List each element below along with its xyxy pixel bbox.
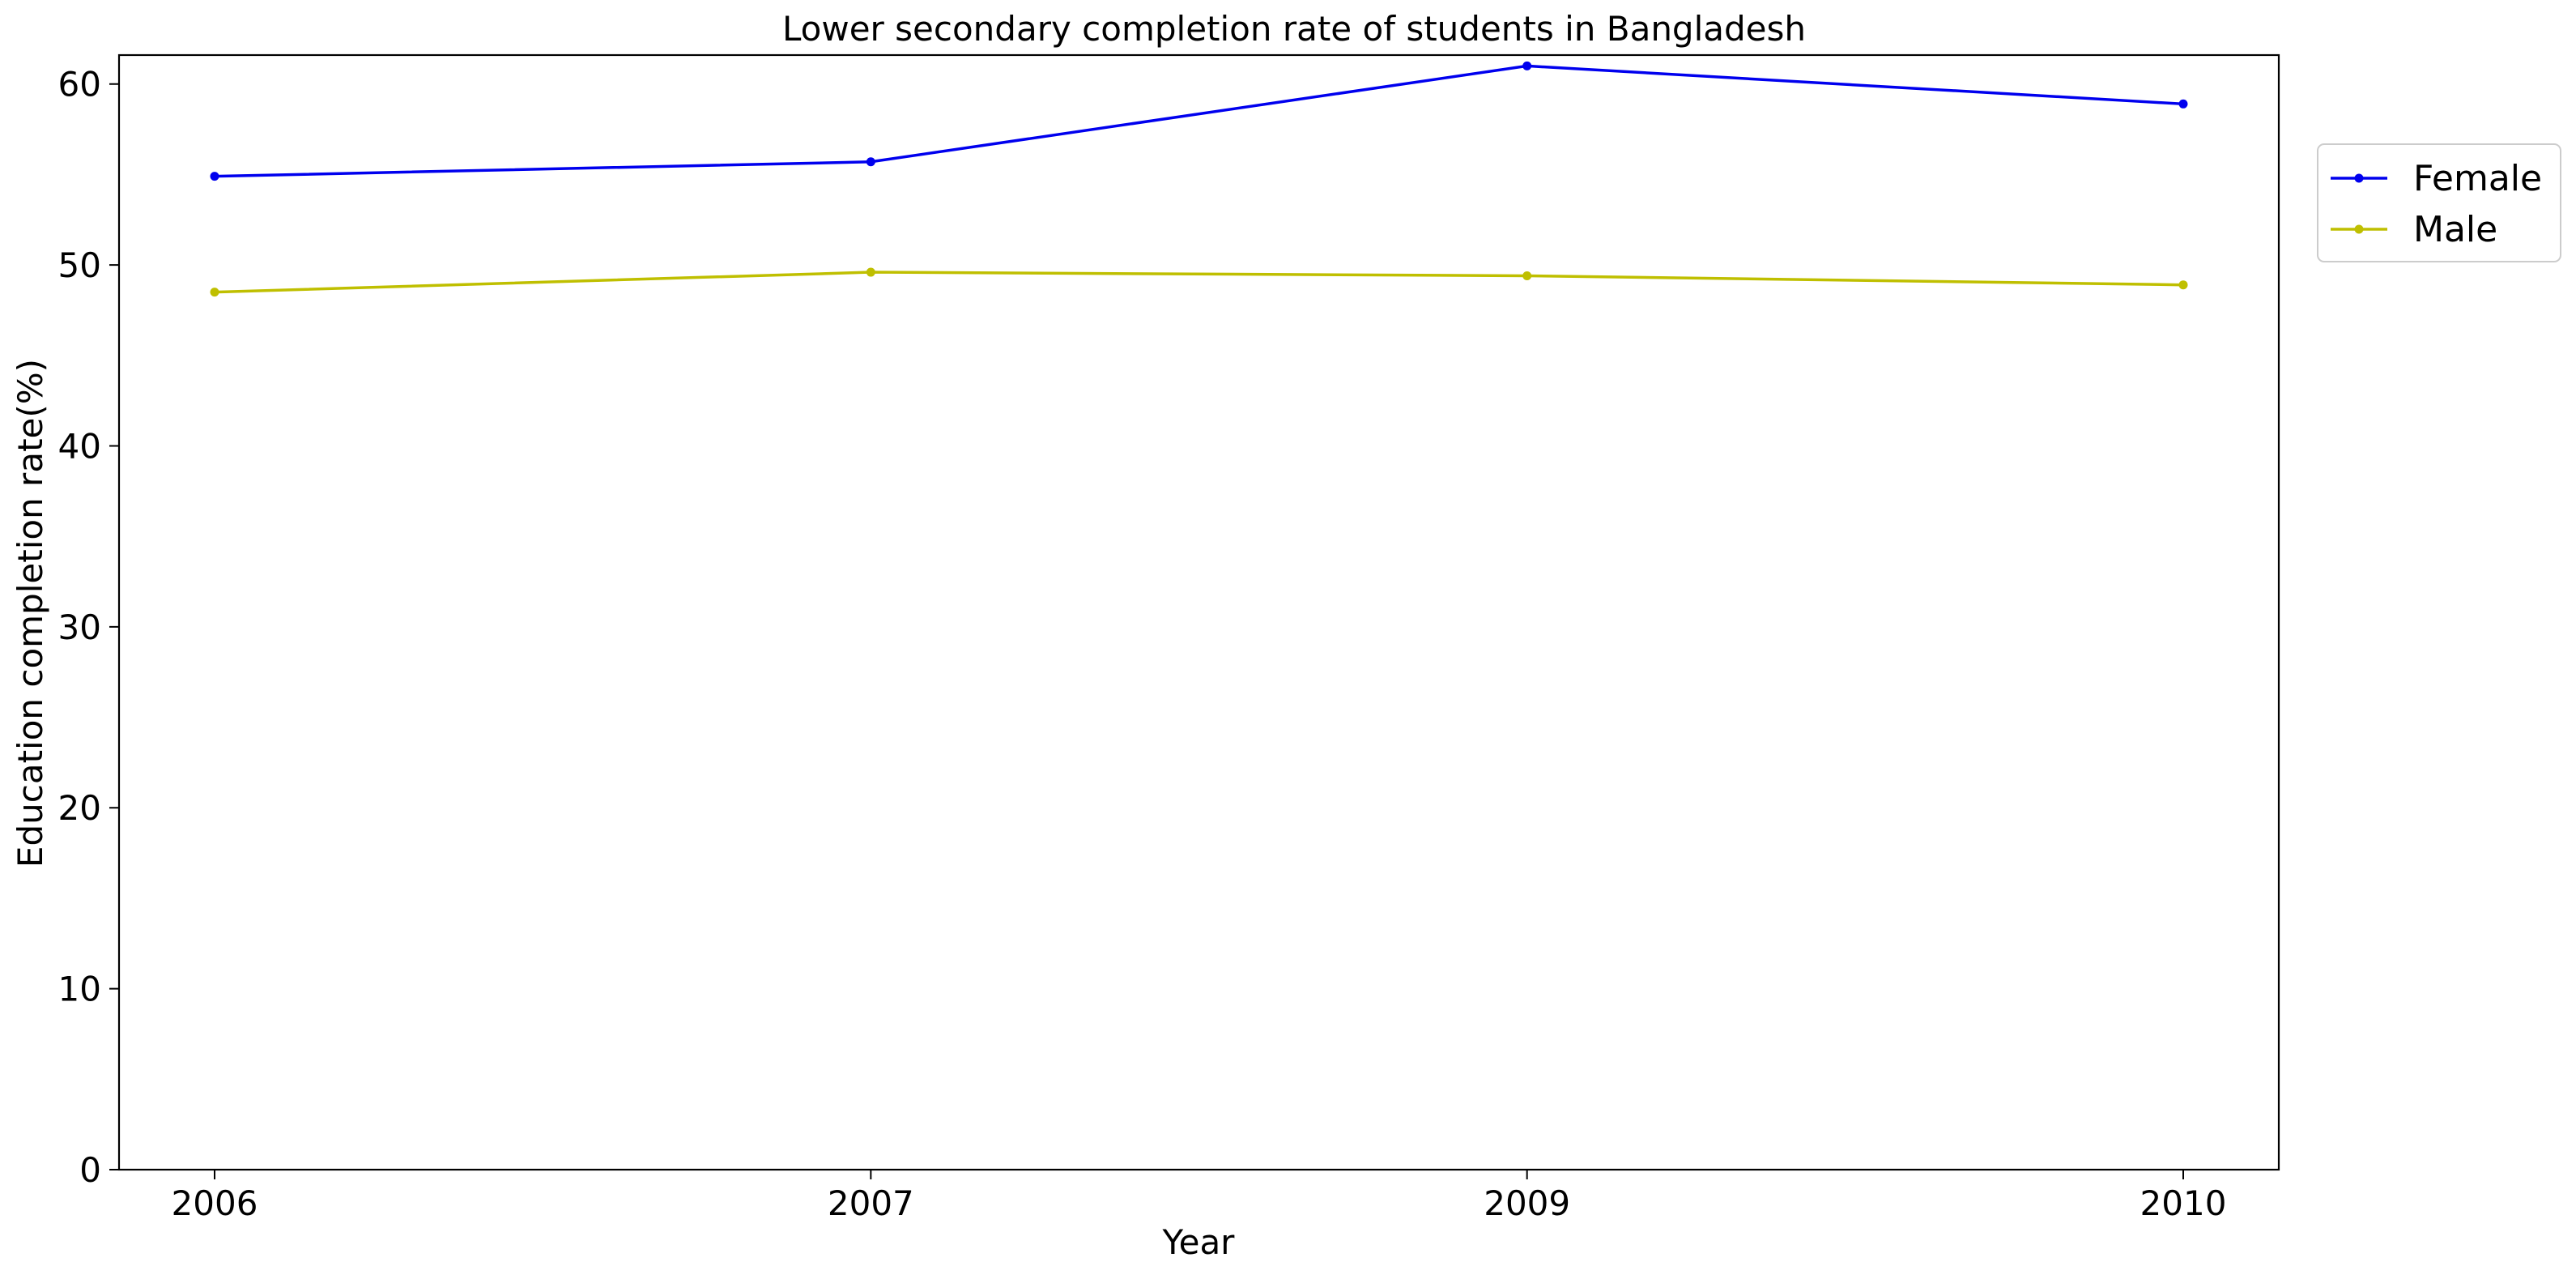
- y-tick-label: 50: [58, 245, 101, 285]
- legend-marker: [2354, 224, 2364, 234]
- data-point: [210, 288, 219, 297]
- legend-item-male: Male: [2331, 209, 2497, 250]
- data-point: [2178, 280, 2188, 290]
- data-point: [866, 267, 875, 277]
- x-tick-label: 2010: [2140, 1183, 2227, 1223]
- legend-label: Female: [2413, 158, 2542, 199]
- series-male: [210, 267, 2188, 297]
- y-tick-label: 10: [58, 970, 101, 1009]
- legend-marker: [2354, 173, 2364, 183]
- y-tick-label: 20: [58, 788, 101, 828]
- y-tick-label: 0: [79, 1150, 101, 1190]
- chart-title: Lower secondary completion rate of stude…: [782, 9, 1806, 49]
- legend-frame: [2317, 143, 2561, 262]
- x-axis: 2006 2007 2009 2010: [172, 1170, 2227, 1223]
- series-line: [214, 64, 2184, 178]
- plot-frame: [117, 53, 2280, 1171]
- x-tick-label: 2009: [1484, 1183, 1570, 1223]
- series-layer: [210, 61, 2188, 297]
- data-point: [866, 157, 875, 167]
- data-point: [1522, 271, 1532, 281]
- y-axis-label: Education completion rate(%): [11, 359, 50, 868]
- data-point: [1522, 61, 1532, 70]
- y-axis: 0 10 20 30 40 50 60: [58, 65, 119, 1190]
- legend: Female Male: [2317, 143, 2561, 262]
- plot-area: [117, 53, 2280, 1171]
- x-tick-label: 2006: [172, 1183, 258, 1223]
- y-tick-label: 30: [58, 608, 101, 647]
- y-tick-label: 60: [58, 65, 101, 104]
- data-point: [210, 172, 219, 181]
- series-line: [214, 271, 2184, 294]
- legend-item-female: Female: [2331, 158, 2542, 199]
- x-axis-label: Year: [1162, 1222, 1236, 1262]
- data-point: [2178, 99, 2188, 109]
- legend-label: Male: [2413, 209, 2497, 250]
- y-tick-label: 40: [58, 426, 101, 466]
- series-female: [210, 61, 2188, 181]
- x-tick-label: 2007: [828, 1183, 914, 1223]
